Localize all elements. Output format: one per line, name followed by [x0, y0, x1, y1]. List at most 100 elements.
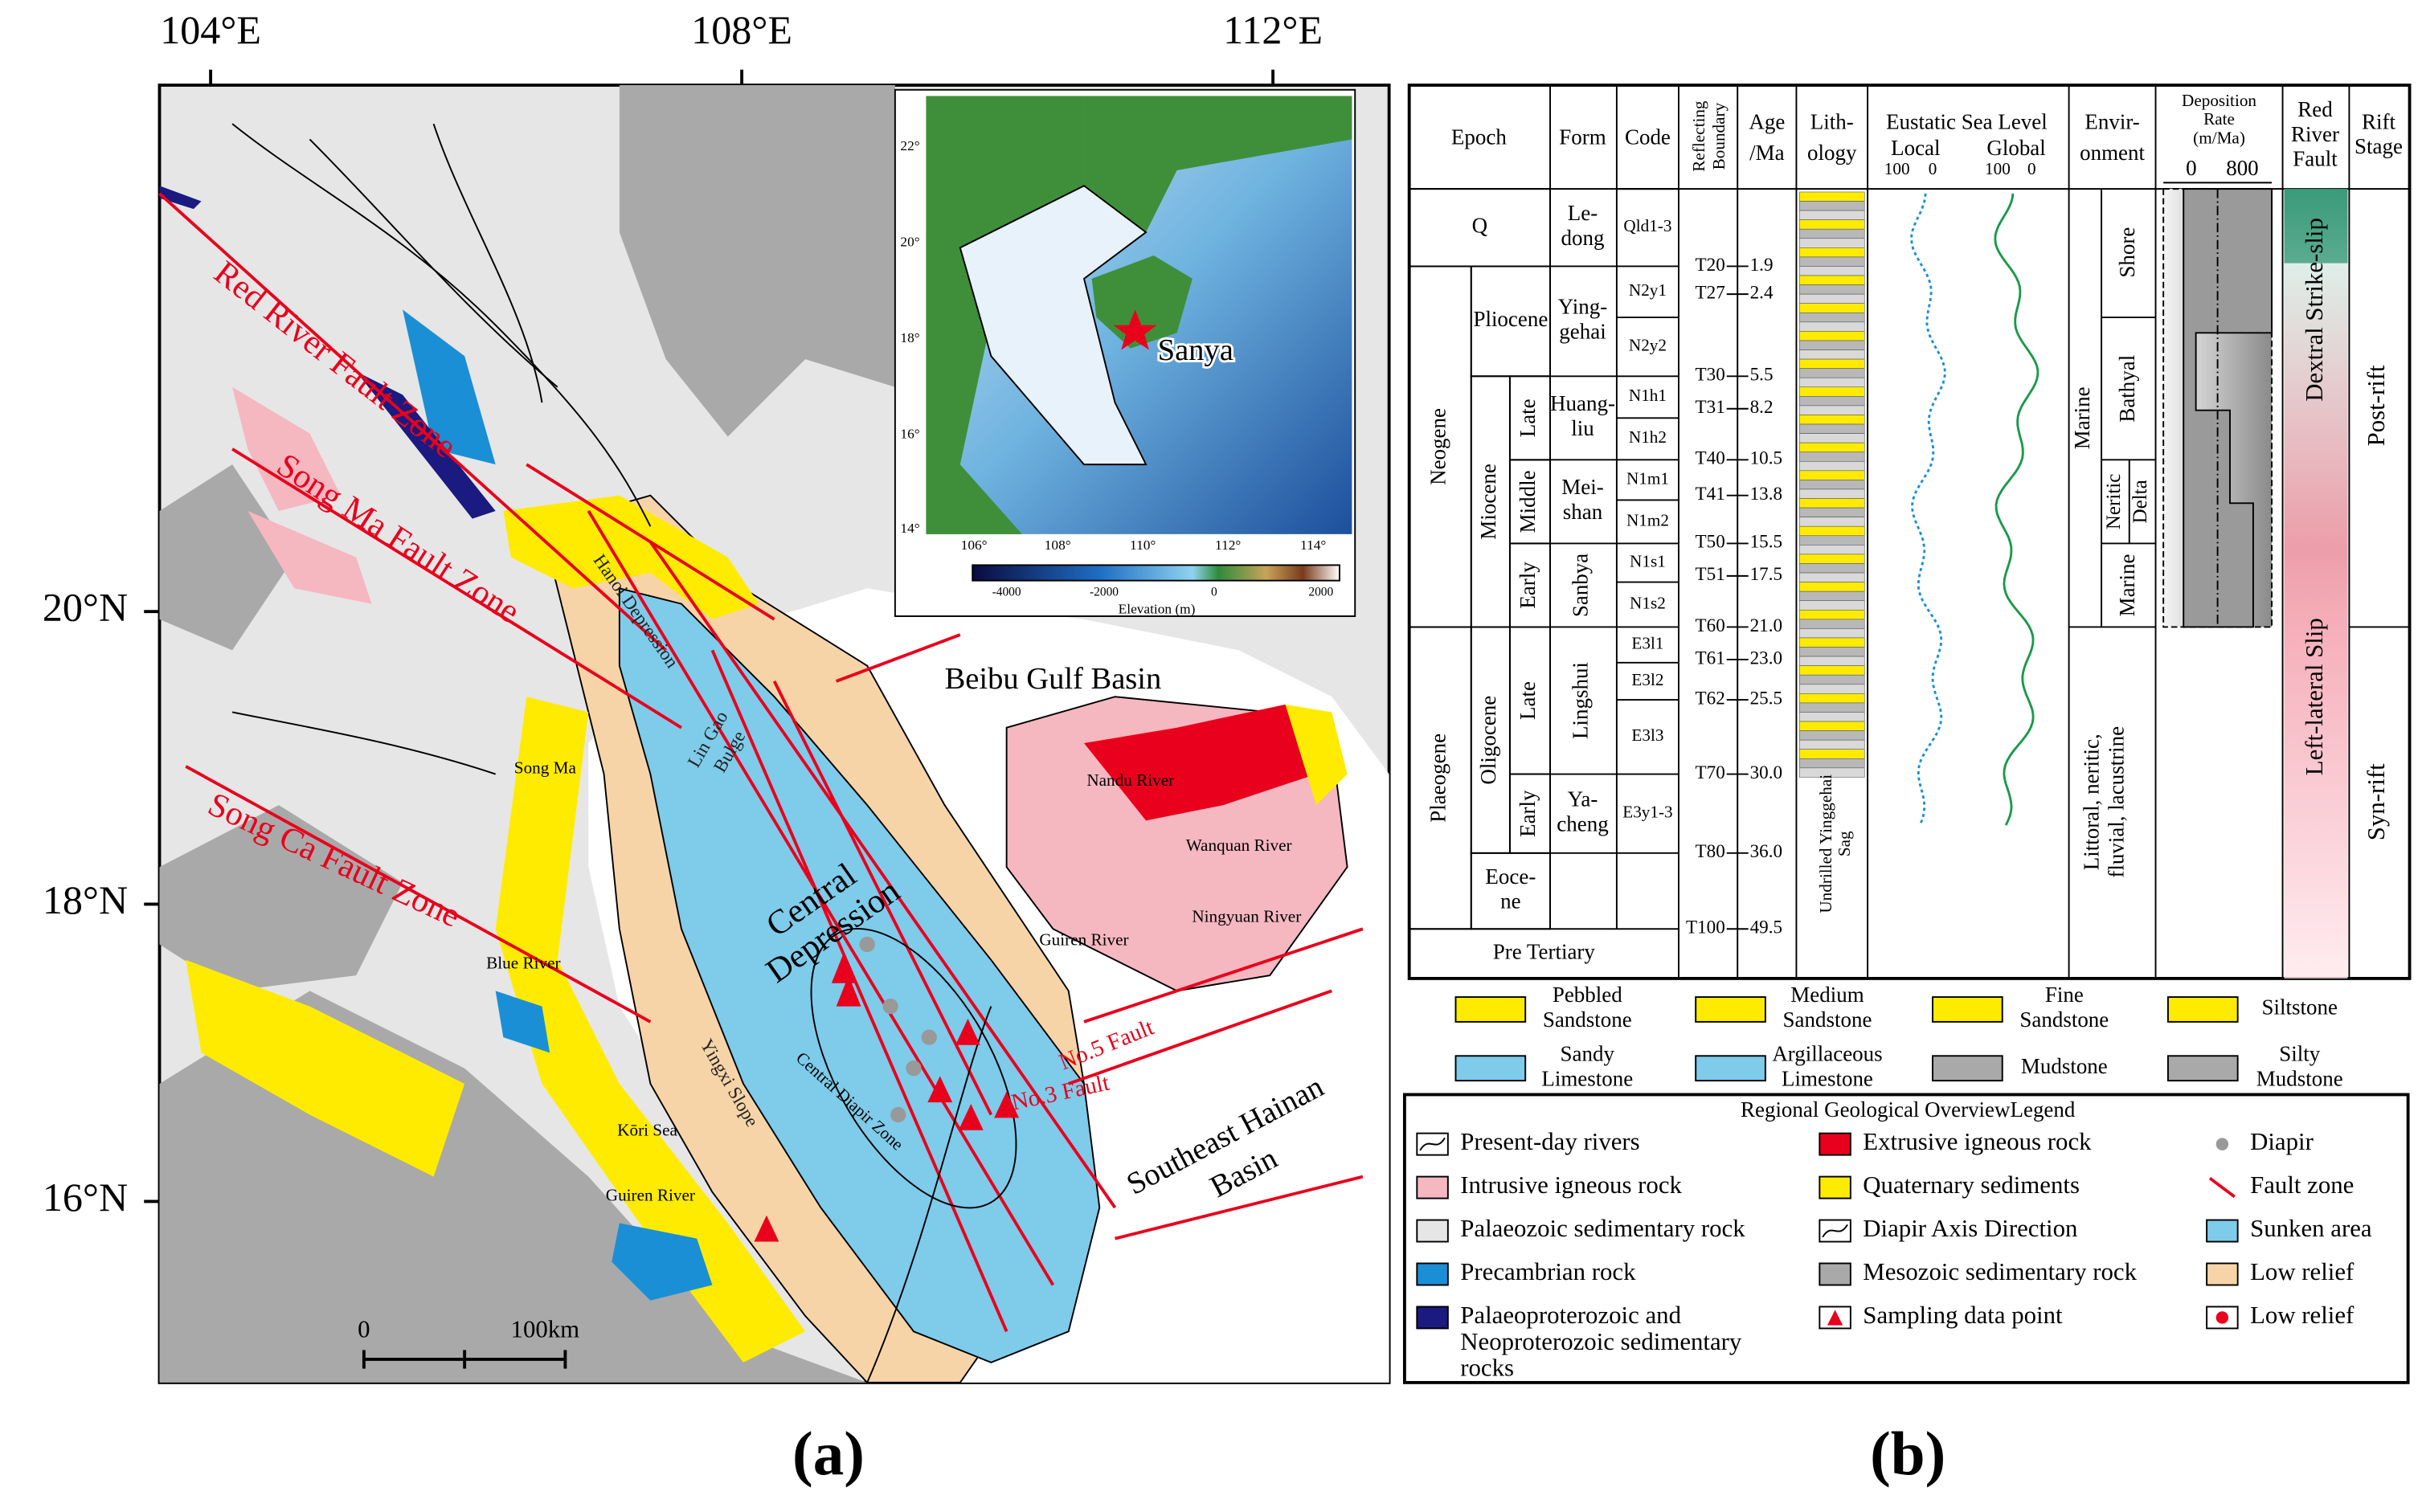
lithology-band [1799, 460, 1865, 472]
column-header: ology [1807, 141, 1857, 165]
code: Qld1-3 [1623, 216, 1671, 235]
column-header: Red [2297, 97, 2333, 121]
column-header: Envir- [2084, 109, 2139, 133]
lithology-band [1799, 191, 1865, 202]
lithology-legend: Sandy [1561, 1041, 1615, 1065]
sea-level-curve [1994, 193, 2039, 826]
lithology-band [1799, 582, 1865, 592]
legend-item: Mesozoic sedimentary rock [1863, 1258, 2137, 1285]
code: N1m2 [1626, 510, 1669, 529]
lithology-band [1799, 749, 1865, 759]
lithology-legend: Fine [2045, 983, 2084, 1007]
boundary: T27 [1696, 282, 1725, 303]
column-header: onment [2080, 141, 2145, 165]
lithology-band [1799, 702, 1865, 713]
map-label: Guiren River [1039, 930, 1128, 950]
lithology-band [1799, 563, 1865, 574]
lithology-band [1799, 396, 1865, 407]
boundary: T61 [1696, 648, 1725, 668]
legend-symbol [2215, 1311, 2229, 1324]
deposition-tick: 800 [2226, 156, 2258, 180]
environment: Marine [2115, 554, 2139, 616]
lithology-band [1799, 619, 1865, 629]
legend-item: Intrusive igneous rock [1460, 1171, 1682, 1199]
age: 30.0 [1750, 762, 1782, 783]
map-shapes [158, 84, 2412, 1384]
lithology-band [1799, 442, 1865, 453]
column-header: Reflecting [1689, 100, 1708, 172]
lithology-band [1799, 590, 1865, 602]
lon-label: 104°E [160, 7, 261, 52]
legend-swatch [1819, 1132, 1851, 1156]
place-label: Sanya [1158, 333, 1234, 367]
age: 21.0 [1750, 615, 1782, 636]
fault-band [2284, 263, 2348, 979]
legend-item: Diapir [2250, 1128, 2314, 1155]
epoch: Late [1516, 398, 1540, 437]
lithology-swatch [1454, 996, 1527, 1023]
code: E3l1 [1631, 633, 1663, 652]
lithology-legend: Sandstone [1783, 1007, 1872, 1032]
boundary: T62 [1696, 688, 1725, 709]
lithology-band [1799, 758, 1865, 769]
lithology-legend: Pebbled [1553, 983, 1622, 1007]
lithology-band [1799, 266, 1865, 276]
colorbar-tick: -2000 [1090, 586, 1119, 599]
lithology-band [1799, 433, 1865, 443]
legend-item: Neoproterozoic sedimentary [1460, 1328, 1742, 1355]
age: 15.5 [1750, 532, 1782, 553]
form: Lingshui [1569, 662, 1593, 739]
legend-swatch [1416, 1262, 1449, 1286]
column-header: Global [1986, 136, 2045, 160]
lithology-band [1799, 331, 1865, 341]
sea-level-tick: 0 [2027, 159, 2036, 178]
panel-label: (a) [792, 1419, 865, 1488]
legend-item: Palaeoproterozoic and [1460, 1302, 1681, 1329]
lithology-band [1799, 572, 1865, 582]
legend-item: Fault zone [2250, 1171, 2354, 1199]
form: Sanbya [1569, 554, 1593, 617]
form: Mei- [1561, 475, 1603, 499]
lithology-band [1799, 275, 1865, 285]
lithology-legend: Sandstone [1543, 1007, 1632, 1032]
lithology-band [1799, 628, 1865, 639]
age: 49.5 [1750, 917, 1782, 938]
map-label: Guiren River [606, 1186, 695, 1205]
age: 25.5 [1750, 688, 1782, 709]
lithology-band [1799, 507, 1865, 517]
lithology-legend: Limestone [1782, 1066, 1873, 1090]
form: shan [1563, 500, 1603, 524]
code: N1s1 [1630, 551, 1666, 570]
inset-lat: 18° [900, 330, 919, 345]
form: Huang- [1550, 391, 1615, 415]
code: N2y2 [1629, 336, 1667, 355]
legend-title: Regional Geological OverviewLegend [1741, 1097, 2076, 1122]
boundary: T31 [1696, 397, 1725, 418]
legend-item: Low relief [2250, 1258, 2354, 1285]
lithology-band [1799, 386, 1865, 397]
lithology-swatch [1454, 1055, 1527, 1082]
epoch-cell [1408, 928, 1679, 979]
code: N2y1 [1629, 280, 1667, 300]
lithology-swatch [2166, 996, 2239, 1023]
legend-item: Present-day rivers [1460, 1128, 1639, 1155]
lithology-band [1799, 498, 1865, 509]
lithology-swatch [1932, 996, 2003, 1023]
lithology-band [1799, 219, 1865, 230]
lithology-band [1799, 201, 1865, 211]
lithology-band [1799, 674, 1865, 685]
lithology-band [1799, 452, 1865, 462]
lithology-legend: Limestone [1541, 1066, 1633, 1090]
lithology-band [1799, 228, 1865, 239]
environment: Marine [2070, 386, 2094, 449]
lithology-swatch [1695, 1055, 1766, 1082]
column-header: Age [1749, 109, 1785, 133]
legend-item: Sampling data point [1863, 1302, 2063, 1329]
legend-swatch [1819, 1175, 1851, 1199]
lithology-band [1799, 238, 1865, 248]
lithology-band [1799, 210, 1865, 220]
colorbar-tick: 0 [1211, 586, 1217, 599]
lithology-band [1799, 535, 1865, 546]
code: E3y1-3 [1622, 803, 1672, 822]
lithology-band [1799, 321, 1865, 332]
